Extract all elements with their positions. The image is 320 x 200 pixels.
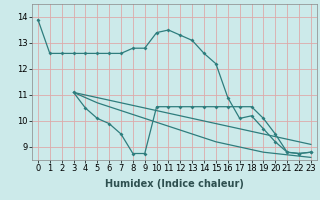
- X-axis label: Humidex (Indice chaleur): Humidex (Indice chaleur): [105, 179, 244, 189]
